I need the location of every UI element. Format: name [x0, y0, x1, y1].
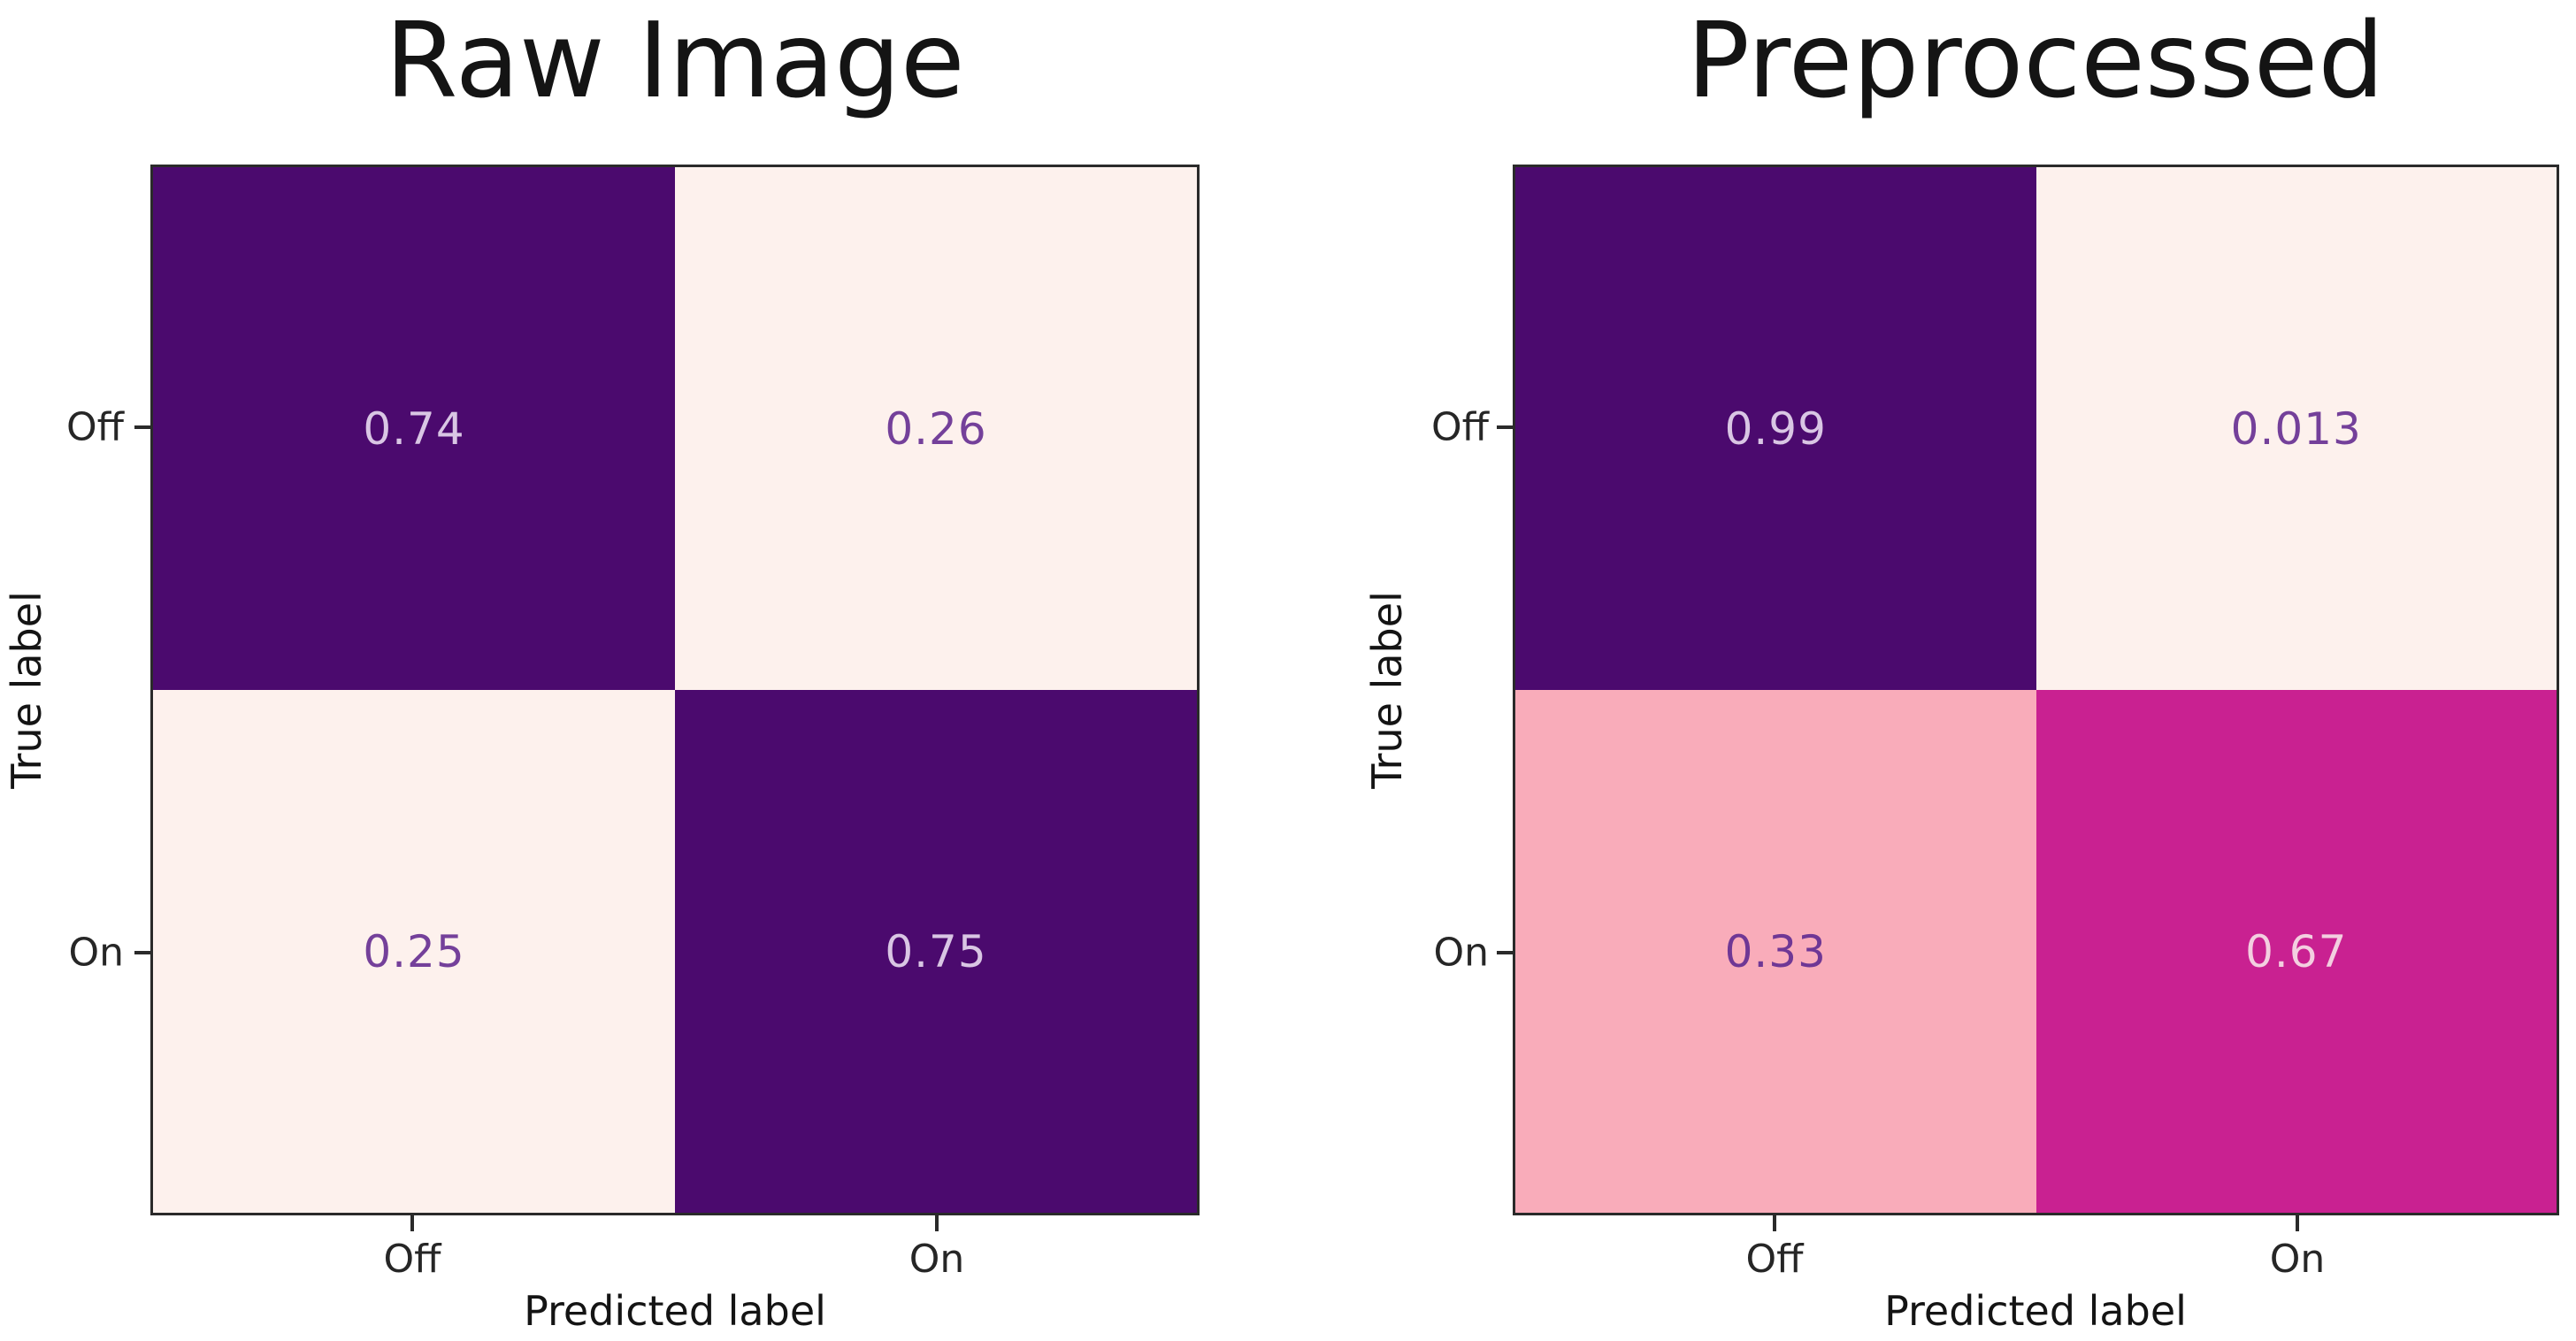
x-tick-label-on: On	[908, 1237, 965, 1282]
x-tick-mark	[410, 1215, 414, 1231]
cell-true-on-pred-off: 0.33	[1515, 690, 2036, 1213]
y-tick-mark	[1497, 425, 1513, 429]
cell-value: 0.25	[363, 925, 465, 977]
cell-true-on-pred-on: 0.75	[675, 690, 1197, 1213]
y-tick-label-on: On	[68, 930, 124, 976]
cell-value: 0.67	[2245, 925, 2348, 977]
cell-value: 0.013	[2230, 402, 2362, 455]
chart-title-raw-image: Raw Image	[385, 0, 965, 121]
y-tick-label-on: On	[1433, 930, 1489, 976]
heatmap-preprocessed: 0.99 0.013 0.33 0.67	[1513, 165, 2559, 1215]
x-tick-label-off: Off	[383, 1237, 441, 1282]
y-tick-label-off: Off	[66, 404, 124, 450]
y-tick-mark	[134, 951, 150, 954]
cell-value: 0.74	[363, 402, 465, 455]
cell-true-off-pred-on: 0.013	[2036, 167, 2557, 690]
x-axis-label: Predicted label	[1884, 1287, 2187, 1335]
y-tick-label-off: Off	[1431, 404, 1489, 450]
cell-value: 0.33	[1724, 925, 1827, 977]
y-tick-mark	[1497, 951, 1513, 954]
x-tick-mark	[2296, 1215, 2299, 1231]
cell-value: 0.75	[885, 925, 987, 977]
cell-true-off-pred-on: 0.26	[675, 167, 1197, 690]
chart-title-preprocessed: Preprocessed	[1686, 0, 2385, 121]
heatmap-raw-image: 0.74 0.26 0.25 0.75	[150, 165, 1200, 1215]
x-axis-label: Predicted label	[524, 1287, 826, 1335]
x-tick-label-off: Off	[1745, 1237, 1804, 1282]
x-tick-mark	[935, 1215, 939, 1231]
cell-true-on-pred-on: 0.67	[2036, 690, 2557, 1213]
y-axis-label: True label	[3, 591, 50, 789]
x-tick-mark	[1773, 1215, 1776, 1231]
x-tick-label-on: On	[2269, 1237, 2326, 1282]
y-axis-label: True label	[1363, 591, 1411, 789]
cell-true-off-pred-off: 0.74	[153, 167, 675, 690]
cell-value: 0.26	[885, 402, 987, 455]
y-tick-mark	[134, 425, 150, 429]
cell-value: 0.99	[1724, 402, 1827, 455]
cell-true-on-pred-off: 0.25	[153, 690, 675, 1213]
cell-true-off-pred-off: 0.99	[1515, 167, 2036, 690]
